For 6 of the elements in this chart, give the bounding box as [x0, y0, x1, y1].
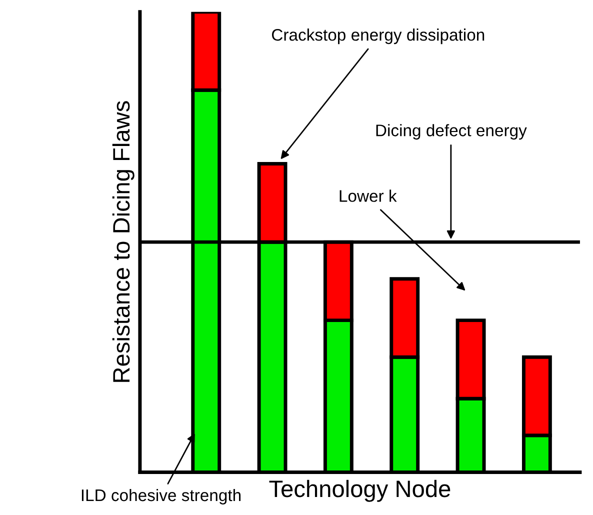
y-axis-title: Resistance to Dicing Flaws — [112, 101, 134, 382]
ref-line-label: Dicing defect energy — [376, 124, 527, 140]
text: ILD cohesive strength — [82, 488, 241, 504]
annotation: Lower k — [340, 190, 397, 202]
annotation: Crackstop energy dissipation — [272, 28, 484, 44]
x-axis-title: Technology Node — [269, 480, 450, 502]
